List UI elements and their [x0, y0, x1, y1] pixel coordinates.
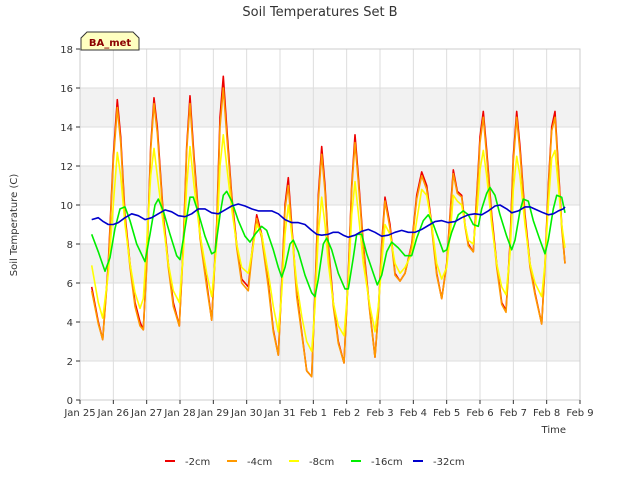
x-tick-label: Feb 5 — [433, 408, 460, 419]
legend: -2cm -4cm -8cm -16cm -32cm — [165, 457, 465, 468]
legend-label: -16cm — [371, 457, 403, 468]
series-line-5 — [91, 203, 566, 238]
x-tick-label: Jan 30 — [230, 408, 262, 419]
series-lines — [90, 75, 566, 378]
y-tick-label: 12 — [60, 162, 73, 173]
y-tick-label: 14 — [60, 123, 73, 134]
legend-label: -8cm — [309, 457, 334, 468]
site-badge-shape — [80, 31, 140, 51]
x-tick-label: Jan 25 — [63, 408, 95, 419]
y-tick-label: 4 — [67, 318, 73, 329]
y-tick-label: 8 — [67, 240, 73, 251]
y-tick-label: 2 — [67, 357, 73, 368]
y-tick-label: 10 — [60, 201, 73, 212]
site-badge: BA_met — [80, 31, 140, 51]
chart-title: Soil Temperatures Set B — [242, 5, 397, 20]
x-tick-label: Feb 2 — [333, 408, 360, 419]
x-tick-label: Jan 31 — [263, 408, 295, 419]
x-tick-label: Feb 7 — [500, 408, 527, 419]
legend-label: -2cm — [185, 457, 210, 468]
x-tick-label: Feb 4 — [400, 408, 427, 419]
x-tick-label: Feb 6 — [466, 408, 493, 419]
x-tick-label: Jan 28 — [163, 408, 195, 419]
x-axis-ticks: Jan 25 Jan 26 Jan 27 Jan 28 Jan 29 Jan 30 Jan … — [63, 400, 594, 419]
grid-band — [80, 166, 580, 205]
plot-bands — [80, 88, 580, 361]
y-axis-ticks: 0 2 4 6 8 10 12 14 16 18 — [60, 45, 80, 407]
x-tick-label: Feb 8 — [533, 408, 560, 419]
y-axis-label: Soil Temperature (C) — [9, 174, 20, 277]
series-line-3 — [90, 134, 566, 353]
site-badge-label: BA_met — [89, 38, 132, 49]
x-tick-label: Feb 1 — [300, 408, 327, 419]
grid-band — [80, 322, 580, 361]
y-tick-label: 18 — [60, 45, 73, 56]
legend-label: -32cm — [433, 457, 465, 468]
x-axis-label: Time — [541, 425, 566, 436]
x-tick-label: Jan 26 — [97, 408, 129, 419]
grid-band — [80, 88, 580, 127]
x-tick-label: Feb 9 — [566, 408, 593, 419]
x-tick-label: Feb 3 — [366, 408, 393, 419]
x-tick-label: Jan 27 — [130, 408, 162, 419]
y-tick-label: 6 — [67, 279, 73, 290]
series-line-4 — [90, 186, 566, 298]
x-tick-label: Jan 29 — [197, 408, 229, 419]
plot-frame — [79, 48, 581, 401]
legend-label: -4cm — [247, 457, 272, 468]
y-tick-label: 16 — [60, 84, 73, 95]
y-tick-label: 0 — [67, 396, 73, 407]
